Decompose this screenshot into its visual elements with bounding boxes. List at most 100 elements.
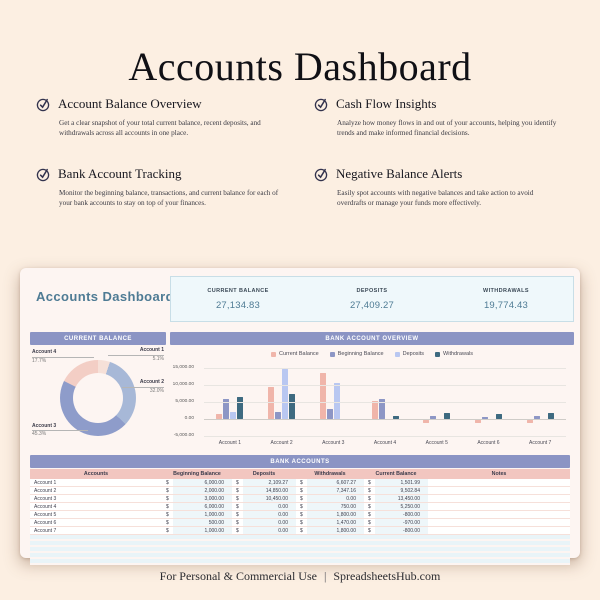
bar-group: Account 4 xyxy=(359,368,411,446)
stat-summary-box: CURRENT BALANCE 27,134.83 DEPOSITS 27,40… xyxy=(170,276,574,322)
stat-current-balance: CURRENT BALANCE 27,134.83 xyxy=(171,277,305,321)
table-cell-current: $13,450.00 xyxy=(364,495,428,502)
currency-symbol: $ xyxy=(300,527,303,534)
currency-symbol: $ xyxy=(300,495,303,502)
table-cell-value: 3,000.00 xyxy=(173,495,232,502)
y-axis-tick: 0.00 xyxy=(184,416,194,421)
dashboard-screenshot: Accounts Dashboard CURRENT BALANCE 27,13… xyxy=(20,268,580,565)
table-row: Account 7 $1,000.00 $0.00 $1,800.00 $ -800.00 xyxy=(30,527,570,535)
bar-groups: Account 1 Account 2 Account 3 Account 4 Acco… xyxy=(204,368,566,446)
donut-slice-name: Account 4 xyxy=(32,349,94,358)
x-axis-label: Account 2 xyxy=(270,440,293,446)
current-balance-chart-panel: CURRENT BALANCE Account 1 5.1% Account 2 32… xyxy=(30,332,166,450)
bar-beginning-balance xyxy=(275,412,282,419)
table-empty-row xyxy=(30,553,570,559)
table-header-row: Accounts Beginning Balance Deposits Withdra… xyxy=(30,469,570,479)
table-cell-value: 13,450.00 xyxy=(375,495,428,502)
table-cell-current: $ -800.00 xyxy=(364,527,428,534)
table-body: Account 1 $6,000.00 $2,109.27 $6,607.27 $1,5… xyxy=(30,479,570,565)
table-row: Account 1 $6,000.00 $2,109.27 $6,607.27 $1,5… xyxy=(30,479,570,487)
dashboard-title: Accounts Dashboard xyxy=(36,289,174,304)
bar-current-balance xyxy=(216,413,223,419)
legend-label: Withdrawals xyxy=(443,351,473,357)
currency-symbol: $ xyxy=(368,487,371,494)
y-axis-tick: 5,000.00 xyxy=(175,399,194,404)
feature-description: Get a clear snapshot of your total curre… xyxy=(59,119,261,138)
table-cell-withdrawals: $1,800.00 xyxy=(296,527,364,534)
feature-title: Bank Account Tracking xyxy=(58,165,182,181)
table-row: Account 6 $500.00 $0.00 $1,470.00 $ -970.00 xyxy=(30,519,570,527)
table-cell-value: -970.00 xyxy=(375,519,428,526)
table-cell-current: $ -800.00 xyxy=(364,511,428,518)
x-axis-label: Account 3 xyxy=(322,440,345,446)
bar-group: Account 5 xyxy=(411,368,463,446)
table-cell-value: 1,800.00 xyxy=(307,527,364,534)
stat-value: 27,409.27 xyxy=(349,299,395,311)
table-cell-beginning: $1,000.00 xyxy=(162,511,232,518)
table-cell-value: 10,450.00 xyxy=(243,495,296,502)
currency-symbol: $ xyxy=(368,495,371,502)
legend-item: Current Balance xyxy=(271,351,319,357)
bank-account-overview-chart-panel: BANK ACCOUNT OVERVIEW Current Balance Beg… xyxy=(170,332,574,450)
table-empty-row xyxy=(30,535,570,541)
currency-symbol: $ xyxy=(166,527,169,534)
legend-label: Deposits xyxy=(402,351,425,357)
table-cell-value: 0.00 xyxy=(243,503,296,510)
x-axis-label: Account 6 xyxy=(477,440,500,446)
currency-symbol: $ xyxy=(166,511,169,518)
bar-beginning-balance xyxy=(223,398,230,419)
table-header-cell: Accounts xyxy=(83,471,109,477)
table-cell-value: 1,501.99 xyxy=(375,479,428,486)
table-cell-notes xyxy=(428,519,570,526)
gridline xyxy=(204,385,566,386)
currency-symbol: $ xyxy=(166,495,169,502)
table-header-cell: Deposits xyxy=(252,471,276,477)
feature-title: Negative Balance Alerts xyxy=(336,165,463,181)
bar-beginning-balance xyxy=(533,415,540,419)
table-cell-value: -800.00 xyxy=(375,511,428,518)
table-cell-deposits: $0.00 xyxy=(232,511,296,518)
bar-withdrawals xyxy=(392,416,399,419)
donut-slice-label: Account 1 5.1% xyxy=(108,347,164,363)
currency-symbol: $ xyxy=(236,511,239,518)
bar-beginning-balance xyxy=(378,398,385,419)
donut-slice-percent: 32.0% xyxy=(149,387,164,394)
legend-swatch xyxy=(435,351,441,357)
table-cell-withdrawals: $7,347.16 xyxy=(296,487,364,494)
legend-swatch xyxy=(329,351,335,357)
stat-deposits: DEPOSITS 27,409.27 xyxy=(305,277,439,321)
bar-current-balance xyxy=(371,401,378,419)
legend-label: Beginning Balance xyxy=(337,351,384,357)
table-row: Account 2 $2,000.00 $14,850.00 $7,347.16 $9,… xyxy=(30,487,570,495)
bar-withdrawals xyxy=(444,412,451,419)
table-cell-value: 2,000.00 xyxy=(173,487,232,494)
currency-symbol: $ xyxy=(166,503,169,510)
feature-cash-flow-insights: Cash Flow Insights Analyze how money flo… xyxy=(314,96,566,139)
table-cell-beginning: $3,000.00 xyxy=(162,495,232,502)
table-cell-deposits: $0.00 xyxy=(232,503,296,510)
table-cell-account: Account 1 xyxy=(34,479,57,486)
y-axis-tick: 15,000.00 xyxy=(172,365,194,370)
donut-slice-percent: 17.7% xyxy=(32,357,47,364)
bar-group: Account 3 xyxy=(307,368,359,446)
bar-withdrawals xyxy=(547,412,554,419)
currency-symbol: $ xyxy=(368,511,371,518)
gridline xyxy=(204,402,566,403)
table-cell-value: 1,000.00 xyxy=(173,511,232,518)
table-cell-current: $ -970.00 xyxy=(364,519,428,526)
footer: For Personal & Commercial Use | Spreadshee… xyxy=(0,569,600,584)
table-cell-account: Account 5 xyxy=(34,511,57,518)
table-cell-value: 1,470.00 xyxy=(307,519,364,526)
currency-symbol: $ xyxy=(166,479,169,486)
table-row: Account 5 $1,000.00 $0.00 $1,800.00 $ -800.00 xyxy=(30,511,570,519)
check-circle-icon xyxy=(314,167,329,187)
table-cell-account: Account 3 xyxy=(34,495,57,502)
table-cell-value: 0.00 xyxy=(243,511,296,518)
bar-current-balance xyxy=(526,420,533,423)
table-cell-value: 0.00 xyxy=(243,519,296,526)
currency-symbol: $ xyxy=(300,519,303,526)
currency-symbol: $ xyxy=(368,519,371,526)
bar-withdrawals xyxy=(289,394,296,419)
currency-symbol: $ xyxy=(236,479,239,486)
